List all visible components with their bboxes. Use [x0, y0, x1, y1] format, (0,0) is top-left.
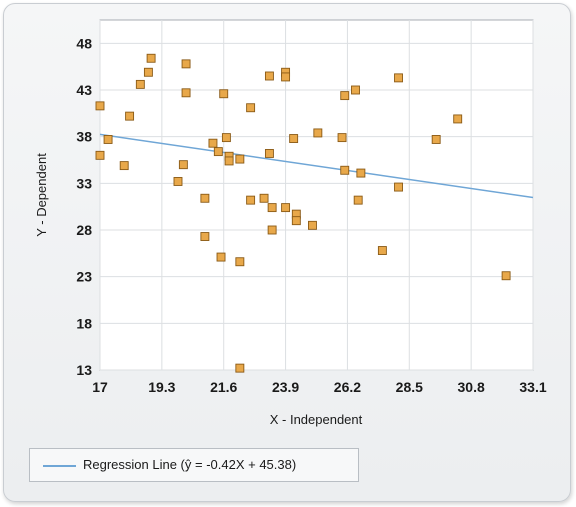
scatter-point: [95, 101, 105, 111]
scatter-point: [173, 177, 183, 186]
y-tick-label: 28: [76, 222, 92, 238]
scatter-point: [221, 133, 231, 143]
scatter-point: [267, 225, 277, 235]
scatter-point: [356, 168, 366, 178]
scatter-point: [267, 203, 277, 213]
scatter-point: [453, 114, 463, 124]
tick-labels: 17 19.3 21.6 23.9 26.2 28.5 30.8 33.1 13 18 23 28 33…: [76, 35, 546, 395]
scatter-point: [146, 53, 156, 63]
scatter-point: [200, 193, 210, 203]
scatter-point: [235, 363, 245, 373]
scatter-point: [308, 220, 317, 230]
scatter-point: [377, 246, 387, 255]
legend: Regression Line (ŷ = -0.42X + 45.38): [29, 448, 359, 482]
x-tick-label: 19.3: [148, 379, 175, 395]
scatter-point: [340, 91, 350, 101]
x-tick-label: 33.1: [519, 379, 546, 395]
scatter-point: [394, 182, 403, 192]
plot-area: [99, 19, 534, 371]
y-axis-title: Y - Dependent: [34, 153, 49, 237]
x-tick-label: 23.9: [272, 379, 299, 395]
scatter-point: [351, 85, 360, 95]
scatter-point: [394, 73, 403, 83]
y-tick-label: 43: [76, 82, 92, 98]
x-tick-label: 26.2: [334, 379, 361, 395]
scatter-point: [340, 165, 350, 175]
scatter-point: [281, 72, 291, 82]
scatter-point: [235, 257, 245, 267]
legend-line-swatch: [43, 465, 76, 467]
x-tick-label: 28.5: [396, 379, 423, 395]
y-tick-label: 23: [76, 269, 92, 285]
scatter-point: [95, 150, 105, 160]
regression-line: [99, 133, 534, 199]
grid-lines: [99, 20, 534, 371]
scatter-point: [291, 216, 301, 226]
scatter-point: [289, 134, 299, 143]
scatter-point: [246, 195, 256, 205]
legend-label-regression: Regression Line (ŷ = -0.42X + 45.38): [83, 457, 297, 472]
scatter-point: [143, 67, 153, 77]
x-axis-title: X - Independent: [270, 412, 363, 427]
x-tick-label: 21.6: [210, 379, 237, 395]
scatter-point: [259, 193, 269, 203]
scatter-point: [353, 195, 363, 205]
x-tick-label: 17: [92, 379, 108, 395]
scatter-point: [178, 160, 188, 170]
scatter-point: [103, 135, 113, 144]
y-tick-label: 38: [76, 129, 92, 145]
scatter-point: [125, 111, 135, 121]
y-tick-label: 18: [76, 315, 92, 331]
scatter-point: [501, 271, 511, 281]
y-tick-label: 48: [76, 35, 92, 51]
scatter-point: [200, 232, 210, 241]
scatter-point: [337, 133, 347, 143]
y-tick-label: 33: [76, 175, 92, 191]
scatter-point: [216, 252, 226, 262]
scatter-point: [181, 88, 191, 98]
scatter-point: [213, 147, 223, 157]
scatter-point: [235, 154, 245, 164]
x-tick-label: 30.8: [458, 379, 485, 395]
scatter-point: [431, 135, 441, 144]
scatter-point: [281, 203, 291, 213]
scatter-point: [135, 79, 145, 89]
scatter-point: [264, 149, 274, 158]
y-tick-label: 13: [76, 362, 92, 378]
scatter-point: [246, 103, 256, 113]
scatter-point: [119, 161, 129, 171]
scatter-point: [224, 156, 234, 166]
scatter-point: [264, 71, 274, 81]
scatter-point: [181, 59, 191, 69]
scatter-point: [208, 138, 218, 148]
scatter-point: [313, 128, 323, 138]
regression-layer: [99, 133, 534, 199]
data-points: [95, 53, 511, 373]
scatter-point: [219, 89, 229, 99]
